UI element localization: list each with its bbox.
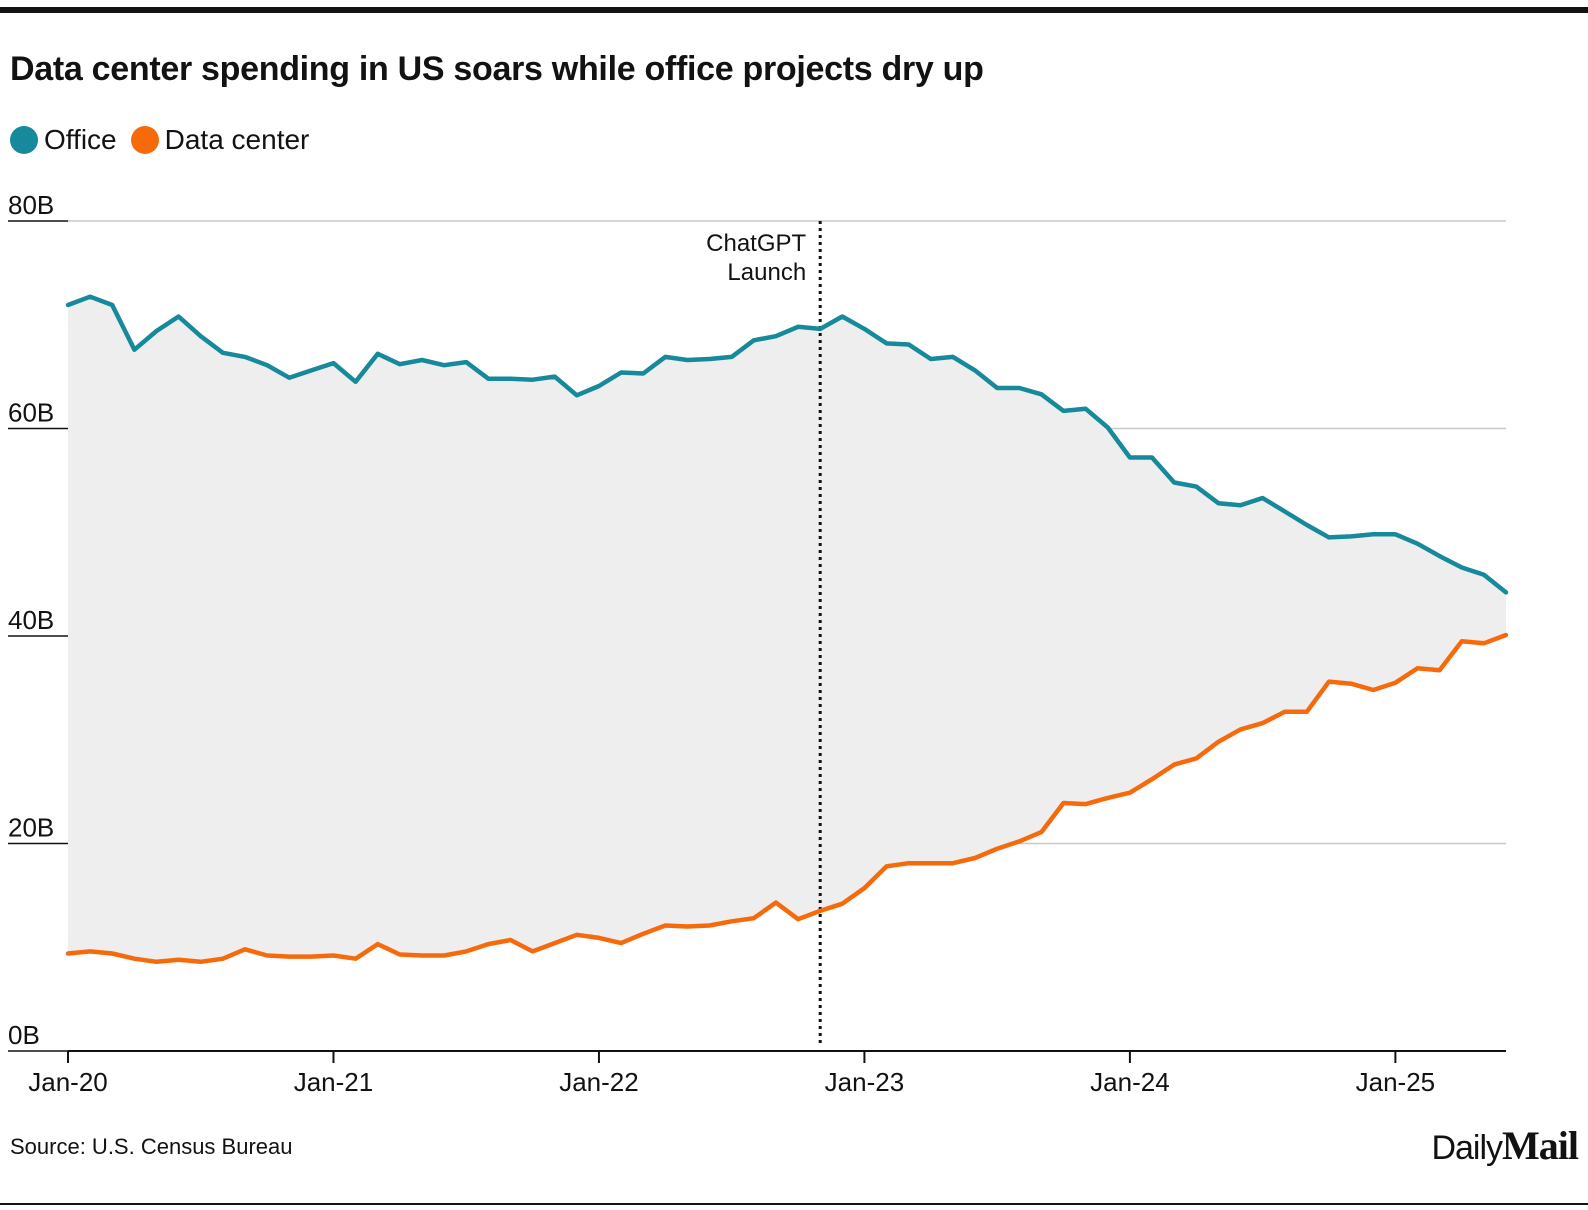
top-rule bbox=[0, 7, 1588, 13]
x-tick-label: Jan-22 bbox=[559, 1067, 639, 1097]
legend-label-office: Office bbox=[44, 124, 117, 155]
y-tick-label: 80B bbox=[8, 190, 54, 220]
line-chart: 0B 20B 40B 60B 80B Jan-20 Jan-21 Jan-22 Jan-23 Ja… bbox=[8, 190, 1509, 1097]
legend-label-data-center: Data center bbox=[164, 124, 310, 155]
legend-item-data-center: Data center bbox=[130, 124, 310, 156]
x-tick-label: Jan-24 bbox=[1090, 1067, 1170, 1097]
x-tick-label: Jan-25 bbox=[1356, 1067, 1436, 1097]
legend-swatch-office bbox=[10, 126, 38, 154]
series-line-office bbox=[65, 294, 1509, 595]
source-note: Source: U.S. Census Bureau bbox=[10, 1134, 293, 1159]
x-tick-label: Jan-21 bbox=[294, 1067, 374, 1097]
x-tick-label: Jan-20 bbox=[28, 1067, 108, 1097]
series-line-data-center bbox=[65, 632, 1509, 965]
y-tick-label: 40B bbox=[8, 605, 54, 635]
chart-title: Data center spending in US soars while o… bbox=[10, 50, 984, 88]
y-tick-label: 60B bbox=[8, 398, 54, 428]
gap-area bbox=[68, 296, 1506, 962]
legend: Office Data center bbox=[10, 124, 323, 156]
annotation-label: ChatGPT bbox=[706, 230, 806, 257]
publisher-logo: DailyMail bbox=[1431, 1123, 1579, 1168]
legend-swatch-data-center bbox=[130, 126, 159, 154]
y-tick-label: 20B bbox=[8, 813, 54, 843]
legend-item-office: Office bbox=[10, 124, 117, 156]
x-tick-label: Jan-23 bbox=[825, 1067, 905, 1097]
y-tick-label: 0B bbox=[8, 1020, 40, 1050]
bottom-rule bbox=[0, 1203, 1588, 1205]
annotation-label: Launch bbox=[727, 259, 806, 286]
